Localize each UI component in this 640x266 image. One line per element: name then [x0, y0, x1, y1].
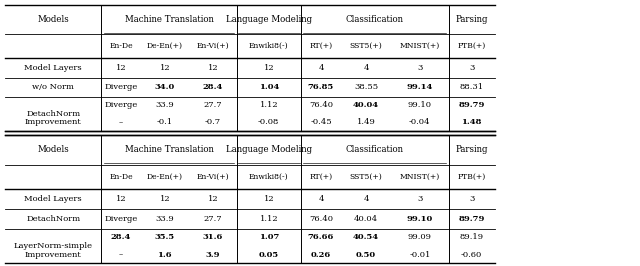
Text: 3: 3 — [417, 195, 422, 203]
Text: En-Vi(+): En-Vi(+) — [196, 42, 229, 50]
Text: Improvement: Improvement — [25, 251, 81, 259]
Text: 76.40: 76.40 — [309, 101, 333, 109]
Text: En-De: En-De — [109, 42, 132, 50]
Text: Classification: Classification — [346, 15, 404, 24]
Text: 33.9: 33.9 — [156, 101, 174, 109]
Text: 3: 3 — [417, 64, 422, 72]
Text: 28.4: 28.4 — [203, 83, 223, 91]
Text: 99.10: 99.10 — [408, 101, 432, 109]
Text: LayerNorm-simple: LayerNorm-simple — [13, 242, 93, 250]
Text: Parsing: Parsing — [456, 146, 488, 154]
Text: 27.7: 27.7 — [204, 215, 222, 223]
Text: Model Layers: Model Layers — [24, 195, 82, 203]
Text: Machine Translation: Machine Translation — [125, 15, 213, 24]
Text: En-Vi(+): En-Vi(+) — [196, 173, 229, 181]
Text: Models: Models — [37, 15, 69, 24]
Text: 34.0: 34.0 — [155, 83, 175, 91]
Text: RT(+): RT(+) — [309, 173, 333, 181]
Text: 0.05: 0.05 — [259, 251, 279, 259]
Text: 76.66: 76.66 — [308, 233, 334, 241]
Text: -0.04: -0.04 — [409, 118, 431, 126]
Text: 3: 3 — [469, 64, 474, 72]
Text: PTB(+): PTB(+) — [458, 42, 486, 50]
Text: -0.60: -0.60 — [461, 251, 483, 259]
Text: 1.6: 1.6 — [157, 251, 172, 259]
Text: -0.45: -0.45 — [310, 118, 332, 126]
Text: 88.31: 88.31 — [460, 83, 484, 91]
Text: Diverge: Diverge — [104, 83, 138, 91]
Text: 28.4: 28.4 — [111, 233, 131, 241]
Text: 76.40: 76.40 — [309, 215, 333, 223]
Text: 40.04: 40.04 — [353, 101, 379, 109]
Text: 12: 12 — [116, 64, 126, 72]
Text: 38.55: 38.55 — [354, 83, 378, 91]
Text: 4: 4 — [364, 195, 369, 203]
Text: Diverge: Diverge — [104, 215, 138, 223]
Text: 12: 12 — [159, 64, 170, 72]
Text: -0.01: -0.01 — [409, 251, 431, 259]
Text: 1.49: 1.49 — [356, 118, 376, 126]
Text: –: – — [119, 251, 123, 259]
Text: 40.04: 40.04 — [354, 215, 378, 223]
Text: 89.19: 89.19 — [460, 233, 484, 241]
Text: 1.48: 1.48 — [461, 118, 482, 126]
Text: w/o Norm: w/o Norm — [32, 83, 74, 91]
Text: 33.9: 33.9 — [156, 215, 174, 223]
Text: 35.5: 35.5 — [155, 233, 175, 241]
Text: 99.14: 99.14 — [406, 83, 433, 91]
Text: 12: 12 — [264, 195, 274, 203]
Text: De-En(+): De-En(+) — [147, 42, 183, 50]
Text: 12: 12 — [207, 64, 218, 72]
Text: SST5(+): SST5(+) — [349, 173, 383, 181]
Text: -0.08: -0.08 — [258, 118, 280, 126]
Text: RT(+): RT(+) — [309, 42, 333, 50]
Text: MNIST(+): MNIST(+) — [400, 173, 440, 181]
Text: DetachNorm: DetachNorm — [26, 215, 80, 223]
Text: 0.50: 0.50 — [356, 251, 376, 259]
Text: Enwiki8(-): Enwiki8(-) — [249, 42, 289, 50]
Text: –: – — [119, 118, 123, 126]
Text: SST5(+): SST5(+) — [349, 42, 383, 50]
Text: 89.79: 89.79 — [458, 215, 485, 223]
Text: MNIST(+): MNIST(+) — [400, 42, 440, 50]
Text: 1.04: 1.04 — [259, 83, 279, 91]
Text: Model Layers: Model Layers — [24, 64, 82, 72]
Text: 76.85: 76.85 — [308, 83, 334, 91]
Text: En-De: En-De — [109, 173, 132, 181]
Text: Diverge: Diverge — [104, 101, 138, 109]
Text: 99.10: 99.10 — [406, 215, 433, 223]
Text: 12: 12 — [264, 64, 274, 72]
Text: 12: 12 — [159, 195, 170, 203]
Text: 1.07: 1.07 — [259, 233, 279, 241]
Text: 0.26: 0.26 — [311, 251, 331, 259]
Text: Models: Models — [37, 146, 69, 154]
Text: 99.09: 99.09 — [408, 233, 432, 241]
Text: Parsing: Parsing — [456, 15, 488, 24]
Text: 3: 3 — [469, 195, 474, 203]
Text: 31.6: 31.6 — [203, 233, 223, 241]
Text: Machine Translation: Machine Translation — [125, 146, 213, 154]
Text: 4: 4 — [318, 64, 324, 72]
Text: Enwiki8(-): Enwiki8(-) — [249, 173, 289, 181]
Text: 1.12: 1.12 — [259, 101, 278, 109]
Text: 4: 4 — [364, 64, 369, 72]
Text: De-En(+): De-En(+) — [147, 173, 183, 181]
Text: 89.79: 89.79 — [458, 101, 485, 109]
Text: -0.1: -0.1 — [157, 118, 173, 126]
Text: 4: 4 — [318, 195, 324, 203]
Text: 40.54: 40.54 — [353, 233, 379, 241]
Text: Language Modeling: Language Modeling — [226, 15, 312, 24]
Text: Classification: Classification — [346, 146, 404, 154]
Text: 27.7: 27.7 — [204, 101, 222, 109]
Text: 1.12: 1.12 — [259, 215, 278, 223]
Text: PTB(+): PTB(+) — [458, 173, 486, 181]
Text: 3.9: 3.9 — [205, 251, 220, 259]
Text: 12: 12 — [116, 195, 126, 203]
Text: 12: 12 — [207, 195, 218, 203]
Text: -0.7: -0.7 — [205, 118, 221, 126]
Text: Improvement: Improvement — [25, 118, 81, 126]
Text: DetachNorm: DetachNorm — [26, 110, 80, 118]
Text: Language Modeling: Language Modeling — [226, 146, 312, 154]
